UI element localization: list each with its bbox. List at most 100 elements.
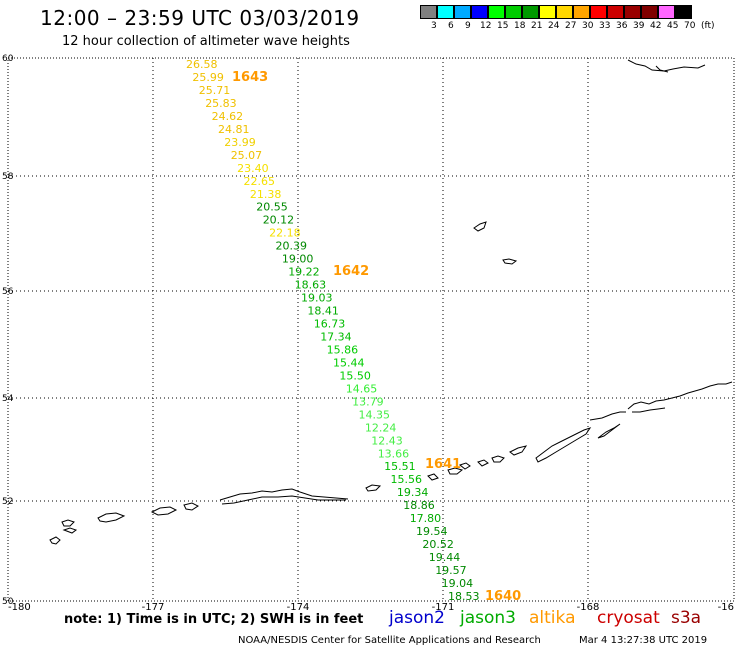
longitude-label: -174	[287, 602, 310, 613]
wave-height-value: 25.07	[231, 149, 263, 162]
longitude-label: -171	[432, 602, 455, 613]
wave-height-value: 12.43	[371, 434, 403, 447]
wave-height-value: 22.18	[269, 227, 301, 240]
scale-label: 39	[633, 21, 645, 31]
scale-swatch	[454, 5, 471, 19]
scale-label: 36	[616, 21, 628, 31]
wave-height-value: 24.81	[218, 123, 250, 136]
page-title: 12:00 – 23:59 UTC 03/03/2019	[40, 6, 360, 30]
wave-height-value: 18.53	[448, 590, 480, 603]
wave-height-value: 19.34	[397, 486, 429, 499]
wave-height-value: 19.22	[288, 266, 320, 279]
wave-height-value: 21.38	[250, 188, 282, 201]
map-frame	[7, 57, 735, 602]
wave-height-value: 19.44	[429, 551, 461, 564]
scale-swatch	[624, 5, 641, 19]
scale-swatch	[539, 5, 556, 19]
latitude-label: 58	[2, 172, 14, 182]
scale-swatch	[590, 5, 607, 19]
wave-height-value: 12.24	[365, 421, 397, 434]
scale-swatch	[505, 5, 522, 19]
scale-label: 9	[465, 21, 471, 31]
wave-height-value: 19.57	[435, 564, 467, 577]
wave-height-value: 22.65	[244, 175, 276, 188]
wave-height-value: 15.44	[333, 356, 365, 369]
latitude-label: 54	[2, 394, 14, 404]
satellite-legend-s3a: s3a	[671, 608, 702, 628]
coastline	[49, 59, 733, 545]
wave-height-value: 20.55	[256, 201, 288, 214]
satellite-legend-cryosat: cryosat	[597, 608, 660, 628]
scale-swatch	[675, 5, 692, 19]
longitude-label: -168	[577, 602, 600, 613]
wave-height-track: 26.5825.9925.7125.8324.6224.8123.9925.07…	[186, 58, 480, 603]
scale-unit: (ft)	[701, 21, 715, 31]
wave-height-value: 25.71	[199, 84, 231, 97]
wave-height-value: 23.40	[237, 162, 269, 175]
wave-height-value: 19.03	[301, 292, 333, 305]
wave-height-value: 24.62	[212, 110, 244, 123]
axis-labels: 60 58 56 54 52 50-180 -177 -174 -171 -168 -16	[2, 54, 734, 613]
wave-height-value: 13.66	[378, 447, 410, 460]
pass-number-label: 1643	[232, 70, 268, 85]
wave-height-value: 13.79	[352, 395, 384, 408]
wave-height-value: 15.56	[391, 473, 423, 486]
scale-label: 21	[531, 21, 543, 31]
scale-label: 27	[565, 21, 577, 31]
wave-height-value: 25.83	[205, 97, 237, 110]
scale-swatch	[488, 5, 505, 19]
scale-label: 24	[548, 21, 560, 31]
latitude-label: 56	[2, 287, 14, 297]
wave-height-color-scale: 3 6 9 12 15 18 21 24 27 30 33 36 39 42 45 70 (ft)	[420, 5, 715, 33]
wave-height-value: 20.52	[422, 538, 454, 551]
wave-height-value: 14.65	[346, 382, 378, 395]
footer-timestamp: Mar 4 13:27:38 UTC 2019	[579, 635, 708, 646]
scale-label: 42	[650, 21, 662, 31]
scale-swatch	[522, 5, 539, 19]
scale-swatch	[471, 5, 488, 19]
scale-swatch	[607, 5, 624, 19]
scale-label: 18	[514, 21, 526, 31]
wave-height-value: 23.99	[224, 136, 256, 149]
pass-labels: 1643 1642 1641 1640	[232, 70, 521, 604]
scale-label: 12	[480, 21, 492, 31]
wave-height-value: 16.73	[314, 318, 346, 331]
wave-height-value: 25.99	[192, 71, 224, 84]
wave-height-value: 20.39	[276, 240, 308, 253]
page-subtitle: 12 hour collection of altimeter wave hei…	[62, 34, 350, 49]
wave-height-value: 19.04	[442, 577, 474, 590]
wave-height-value: 20.12	[263, 214, 295, 227]
scale-swatch	[658, 5, 675, 19]
pass-number-label: 1640	[485, 589, 521, 604]
wave-height-value: 26.58	[186, 58, 218, 71]
wave-height-value: 18.41	[307, 305, 339, 318]
footer-credit: NOAA/NESDIS Center for Satellite Applica…	[238, 635, 541, 646]
scale-swatch	[556, 5, 573, 19]
longitude-label: -16	[718, 602, 734, 613]
satellite-legend-jason2: jason2	[389, 608, 445, 628]
scale-swatch	[420, 5, 437, 19]
pass-number-label: 1641	[425, 457, 461, 472]
scale-swatch	[573, 5, 590, 19]
scale-swatch	[437, 5, 454, 19]
latitude-label: 52	[2, 497, 13, 507]
wave-height-value: 19.54	[416, 525, 448, 538]
latitude-label: 50	[2, 597, 14, 607]
longitude-label: -177	[142, 602, 165, 613]
wave-height-value: 15.51	[384, 460, 416, 473]
scale-label: 6	[448, 21, 454, 31]
scale-swatch	[641, 5, 658, 19]
wave-height-value: 19.00	[282, 253, 314, 266]
wave-height-value: 15.86	[327, 344, 359, 357]
wave-height-value: 14.35	[359, 408, 391, 421]
wave-height-value: 17.34	[320, 331, 352, 344]
longitude-label: -180	[8, 602, 31, 613]
wave-height-value: 15.50	[339, 369, 371, 382]
wave-height-value: 17.80	[410, 512, 442, 525]
scale-label: 3	[431, 21, 437, 31]
wave-height-value: 18.86	[403, 499, 435, 512]
scale-label: 70	[684, 21, 696, 31]
scale-label: 15	[497, 21, 509, 31]
satellite-legend-jason3: jason3	[460, 608, 516, 628]
